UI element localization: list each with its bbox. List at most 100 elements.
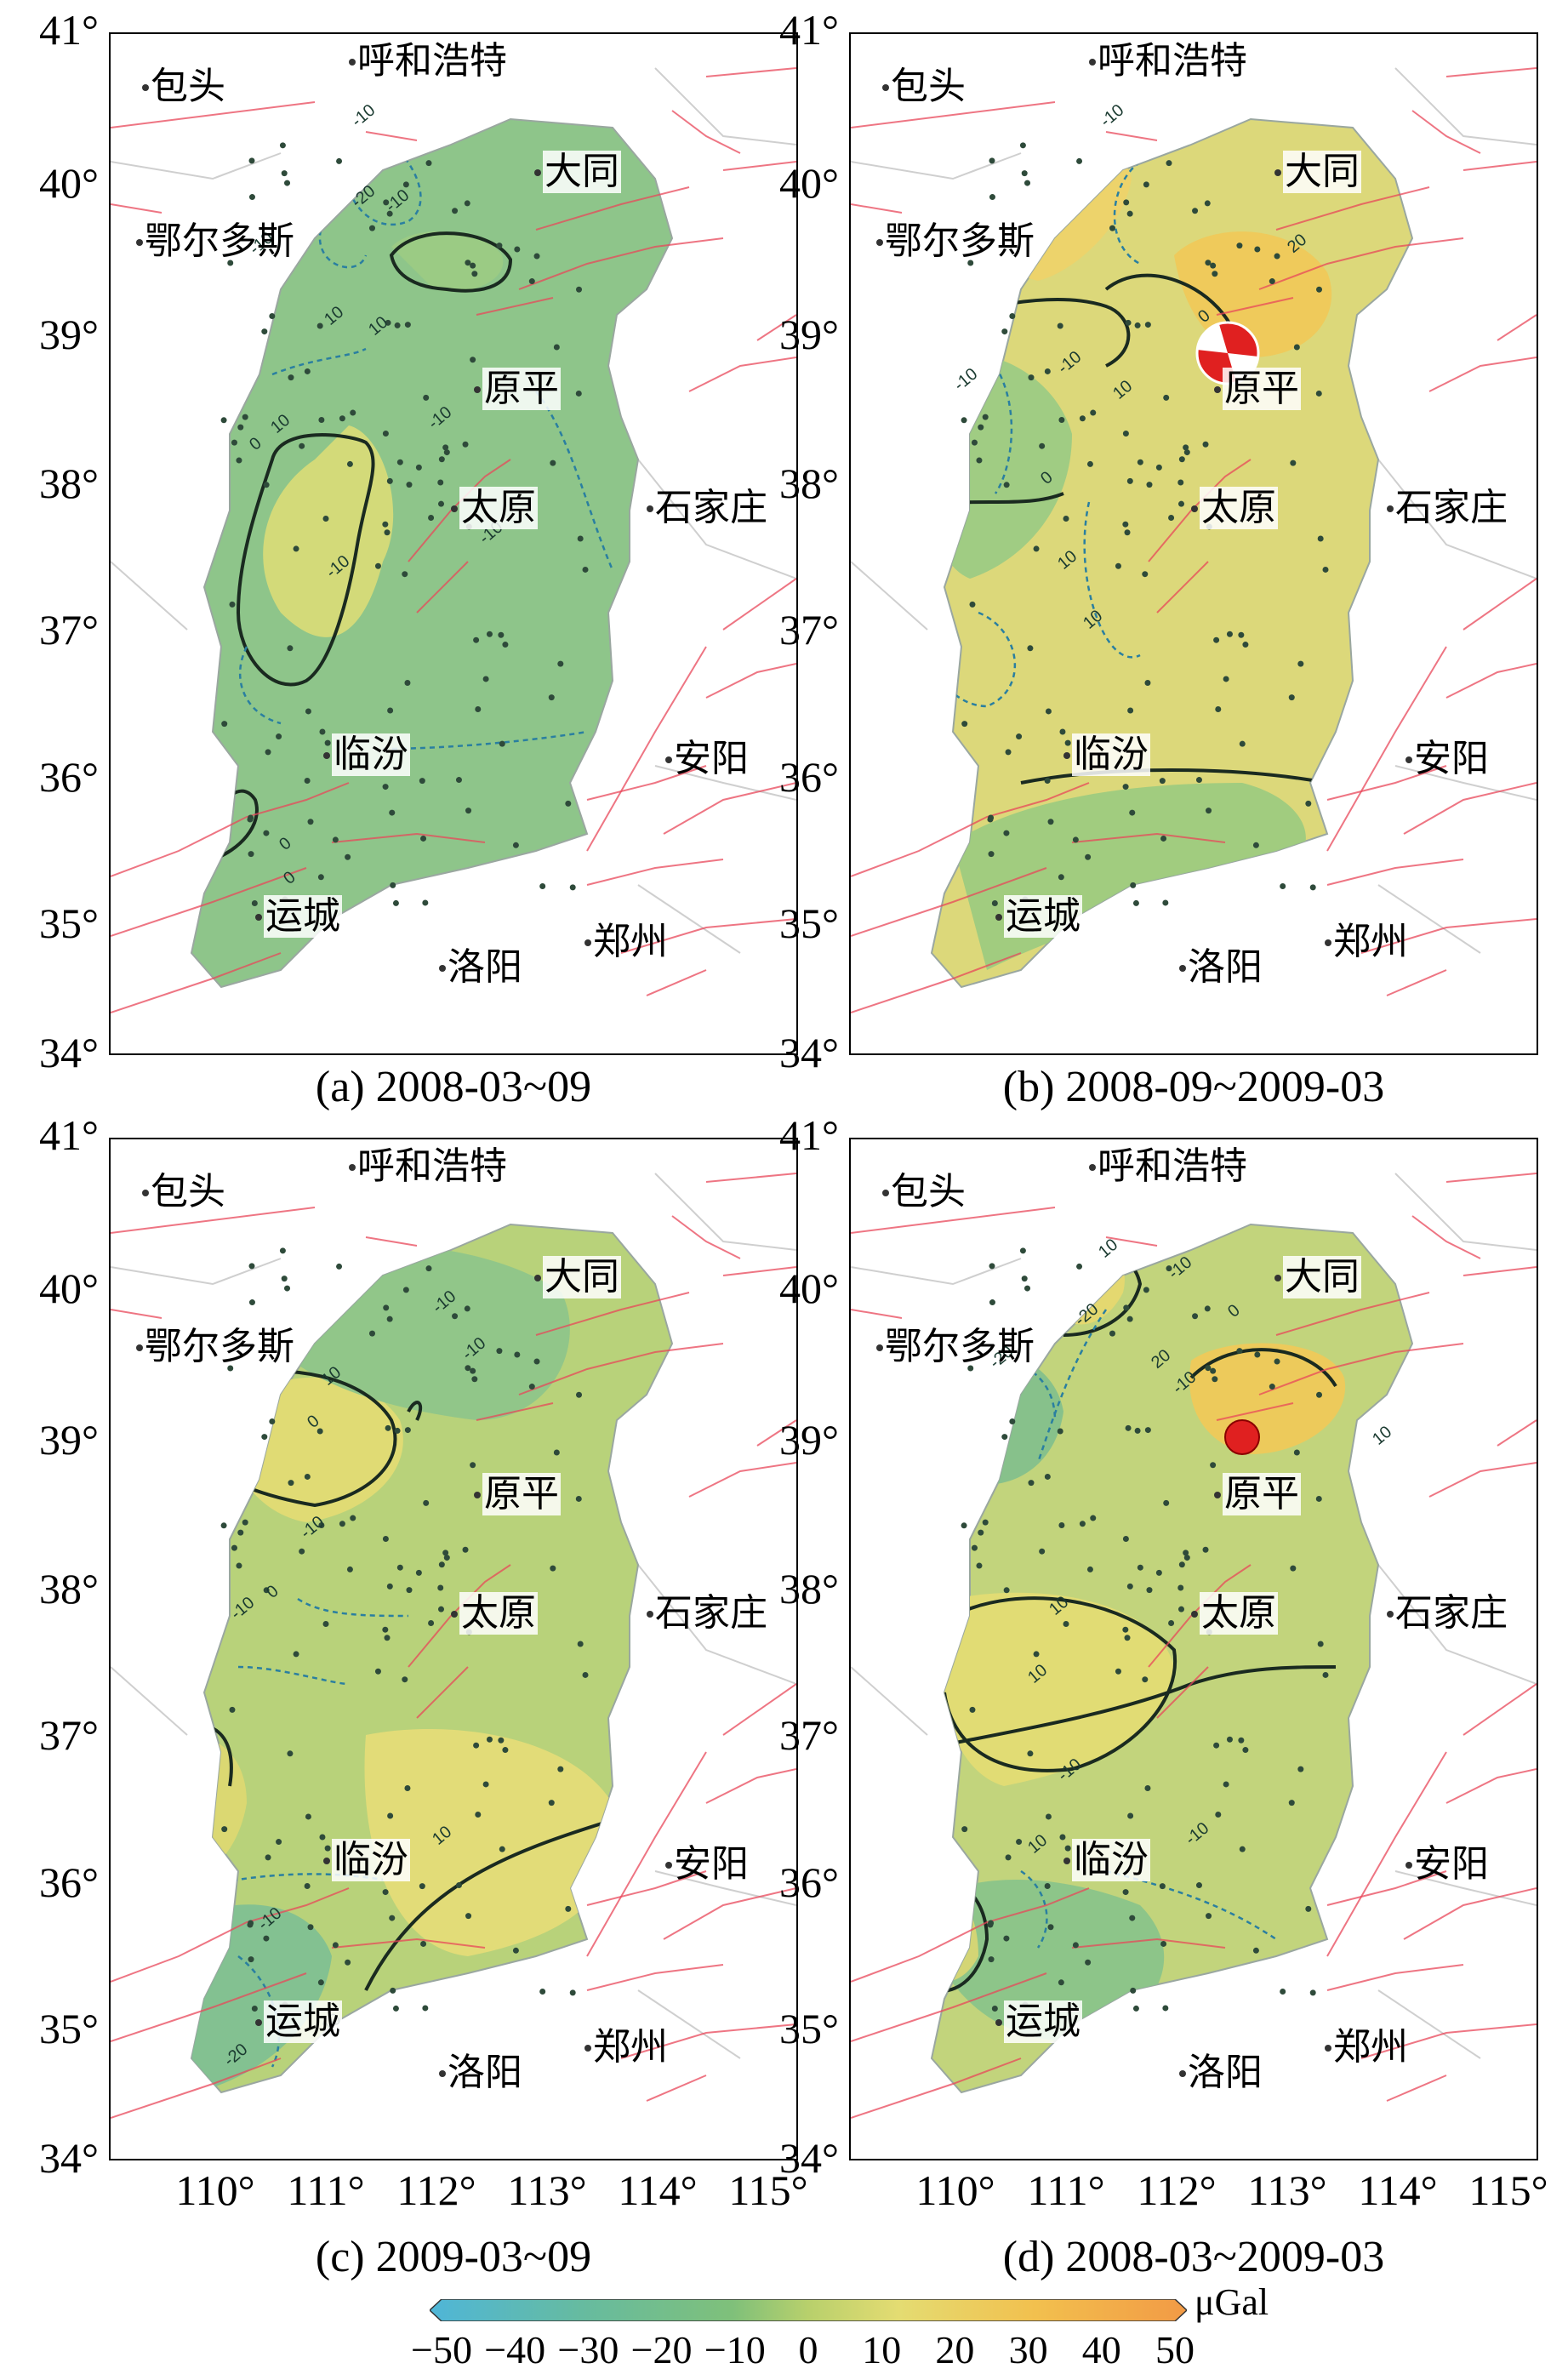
gravity-station <box>465 1365 471 1372</box>
gravity-station <box>265 1854 271 1861</box>
gravity-station <box>387 1812 394 1819</box>
gravity-station <box>368 1330 375 1337</box>
gravity-station <box>452 1313 459 1320</box>
city-dot <box>255 2019 262 2026</box>
lat-tick-label: 35° <box>39 2005 99 2052</box>
gravity-station <box>1159 1883 1166 1890</box>
fault-line <box>1326 1870 1447 1906</box>
gravity-station <box>385 1424 391 1431</box>
gravity-station <box>1162 2005 1169 2012</box>
lat-tick-label: 36° <box>39 753 99 801</box>
gravity-station <box>305 1813 311 1820</box>
fault-line <box>663 782 796 835</box>
fault-line <box>365 131 418 141</box>
gravity-station <box>263 1935 270 1942</box>
gravity-station <box>437 500 444 507</box>
gravity-station <box>248 1956 254 1963</box>
fault-line <box>705 663 796 699</box>
gravity-station <box>322 515 329 522</box>
fault-line <box>586 646 707 852</box>
fault-line <box>1258 1343 1464 1395</box>
city-dot <box>995 2019 1002 2026</box>
gravity-station <box>1160 835 1167 842</box>
gravity-station <box>1134 1427 1141 1434</box>
gravity-station <box>345 853 351 860</box>
gravity-station <box>1305 800 1312 807</box>
city-dot <box>647 505 653 512</box>
gravity-station <box>1003 830 1010 836</box>
gravity-station <box>443 449 450 456</box>
gravity-station <box>1183 449 1190 456</box>
gravity-station <box>1206 808 1212 814</box>
contour-line <box>1036 1309 1108 1464</box>
city-label-hohhot: 呼和浩特 <box>357 1144 507 1188</box>
gravity-station <box>1137 459 1143 465</box>
city-dot <box>584 2045 591 2052</box>
gravity-station <box>438 1561 445 1568</box>
fault-line <box>851 203 903 214</box>
gravity-station <box>346 460 353 467</box>
lon-tick-label: 111° <box>1027 2166 1105 2214</box>
gravity-station <box>1215 1812 1222 1818</box>
gravity-station <box>1238 631 1245 638</box>
gravity-station <box>1210 262 1217 269</box>
gravity-station <box>345 1959 351 1966</box>
gravity-station <box>1280 1989 1286 1995</box>
gravity-station <box>263 830 270 836</box>
gravity-station <box>512 842 519 848</box>
fault-line <box>586 1751 707 1957</box>
city-dot <box>349 59 356 66</box>
city-dot <box>584 939 591 946</box>
colorbar-tick-label: 40 <box>1081 2328 1121 2371</box>
gravity-station <box>498 1737 505 1744</box>
city-label-linfen: 临汾 <box>332 733 410 776</box>
gravity-station <box>390 1987 396 1994</box>
gravity-station <box>423 1499 430 1506</box>
gravity-station <box>1178 456 1185 463</box>
gravity-station <box>1076 1263 1083 1270</box>
lat-tick-label: 39° <box>39 1416 99 1464</box>
lat-tick-label: 39° <box>779 311 839 358</box>
gravity-station <box>382 1535 389 1542</box>
lat-tick-label: 37° <box>39 606 99 654</box>
gravity-station <box>1274 1358 1280 1365</box>
gravity-station <box>482 676 489 682</box>
lon-tick-label: 110° <box>175 2166 255 2214</box>
gravity-station <box>415 464 422 471</box>
fault-line <box>851 1972 1047 2042</box>
gravity-station <box>528 278 535 285</box>
gravity-station <box>1142 571 1149 578</box>
gravity-station <box>1009 1418 1016 1424</box>
gravity-station <box>420 1940 427 1947</box>
contour-line <box>318 220 368 269</box>
gravity-station <box>471 271 478 277</box>
city-label-baotou: 包头 <box>891 65 966 108</box>
gravity-station <box>1242 1747 1249 1754</box>
gravity-station <box>322 1620 329 1627</box>
gravity-station <box>1239 740 1246 747</box>
fault-line <box>851 1207 1056 1234</box>
gravity-station <box>1130 1987 1137 1994</box>
gravity-station <box>387 707 394 714</box>
city-label-yuanping: 原平 <box>482 367 561 410</box>
gravity-station <box>1143 1287 1149 1293</box>
city-label-datong: 大同 <box>543 150 621 193</box>
gravity-station <box>1274 253 1280 260</box>
gravity-station <box>221 721 228 728</box>
gravity-station <box>1057 322 1063 329</box>
gravity-station <box>1280 883 1286 890</box>
gravity-station <box>496 1348 503 1355</box>
gravity-station <box>1183 444 1189 451</box>
gravity-station <box>533 1358 540 1365</box>
gravity-station <box>438 456 445 463</box>
city-label-ordos: 鄂尔多斯 <box>885 1325 1035 1368</box>
gravity-station <box>473 636 480 643</box>
colorbar <box>430 2299 1187 2321</box>
gravity-station <box>1123 199 1130 206</box>
gravity-station <box>1033 545 1040 552</box>
gravity-station <box>1288 1800 1295 1806</box>
gravity-station <box>317 874 324 881</box>
gravity-station <box>229 1706 236 1713</box>
city-dot <box>876 1344 883 1351</box>
gravity-station <box>443 1555 450 1561</box>
